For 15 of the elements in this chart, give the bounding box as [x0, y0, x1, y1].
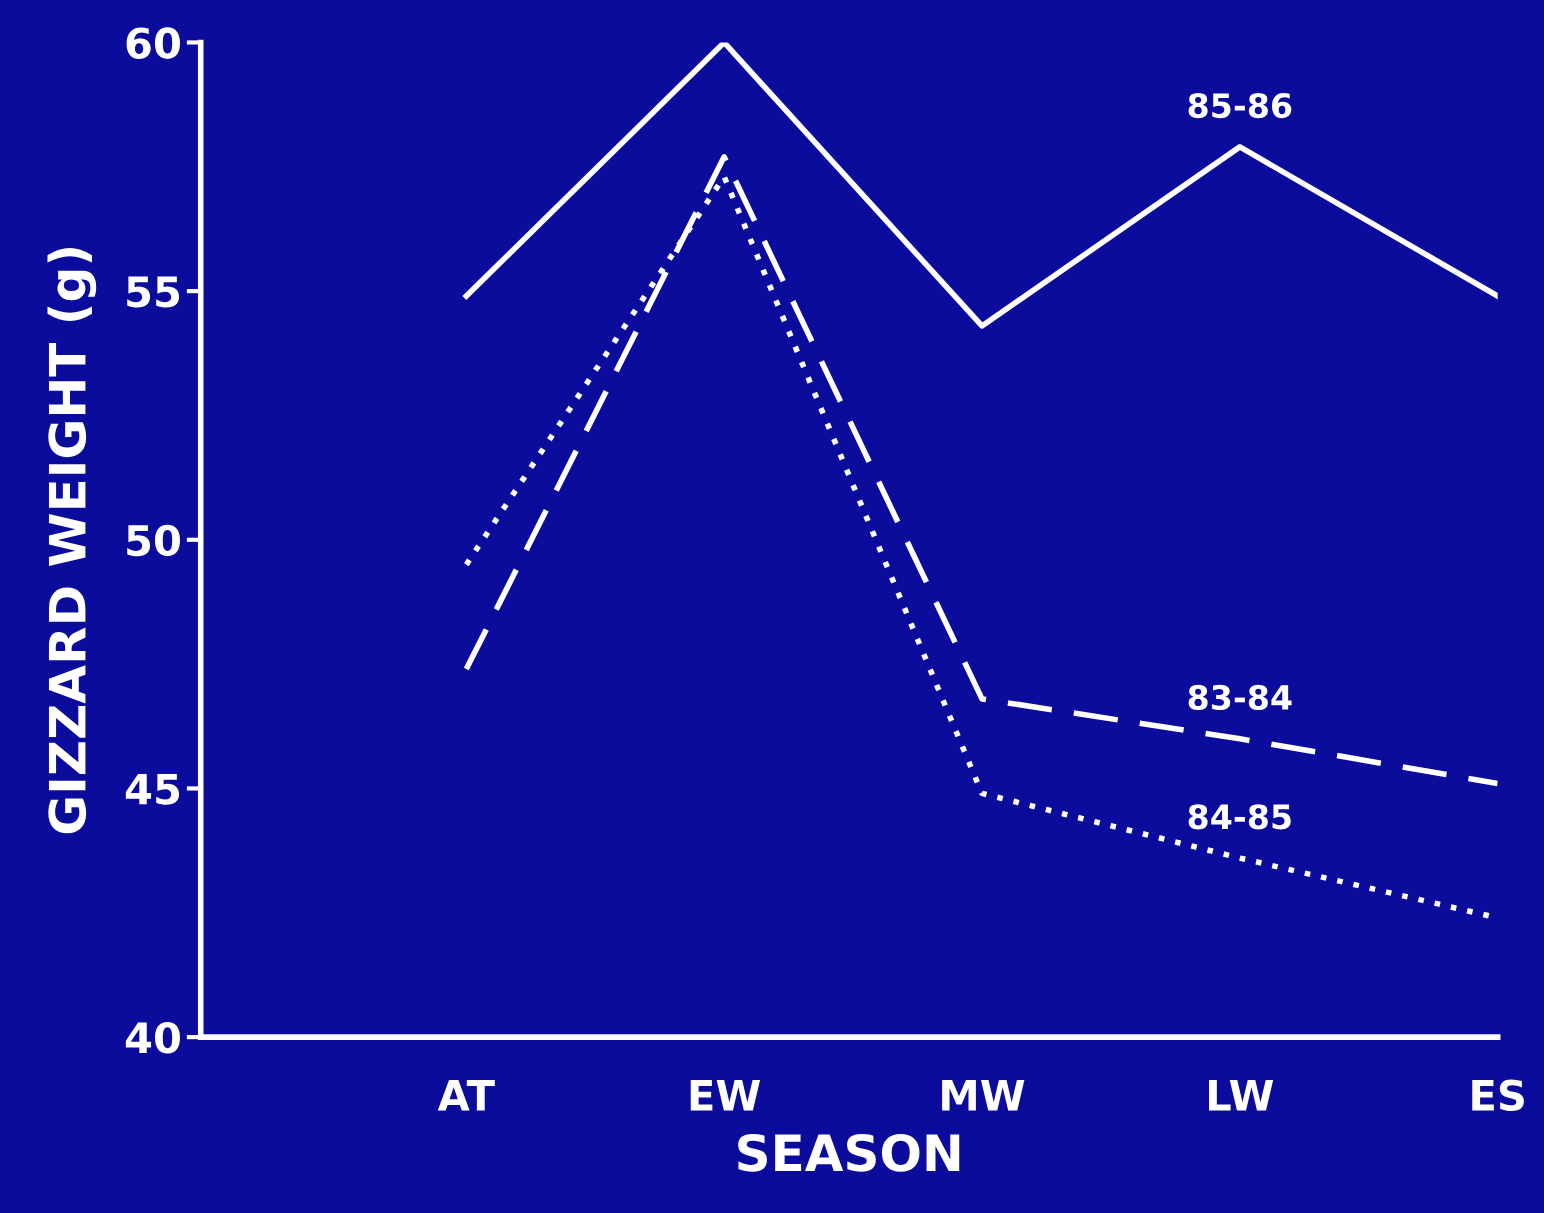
x-tick-label: LW — [1209, 1080, 1274, 1111]
x-tick-label: AT — [437, 1080, 495, 1111]
y-tick-label: 45 — [125, 773, 180, 805]
series-label: 83-84 — [1188, 684, 1292, 711]
y-tick-label: 50 — [127, 524, 180, 557]
series-label: 84-85 — [1188, 804, 1291, 830]
y-tick-label: 60 — [126, 27, 180, 59]
x-tick-label: ES — [1472, 1079, 1524, 1112]
y-axis-title: GIZZARD WEIGHT (g) — [47, 248, 97, 834]
x-tick-label: EW — [690, 1080, 761, 1111]
x-tick-label: MW — [942, 1080, 1025, 1111]
y-tick-label: 55 — [127, 276, 180, 308]
series-label: 85-86 — [1188, 93, 1292, 119]
x-axis-title: SEASON — [738, 1133, 960, 1172]
y-tick-label: 40 — [125, 1022, 180, 1054]
